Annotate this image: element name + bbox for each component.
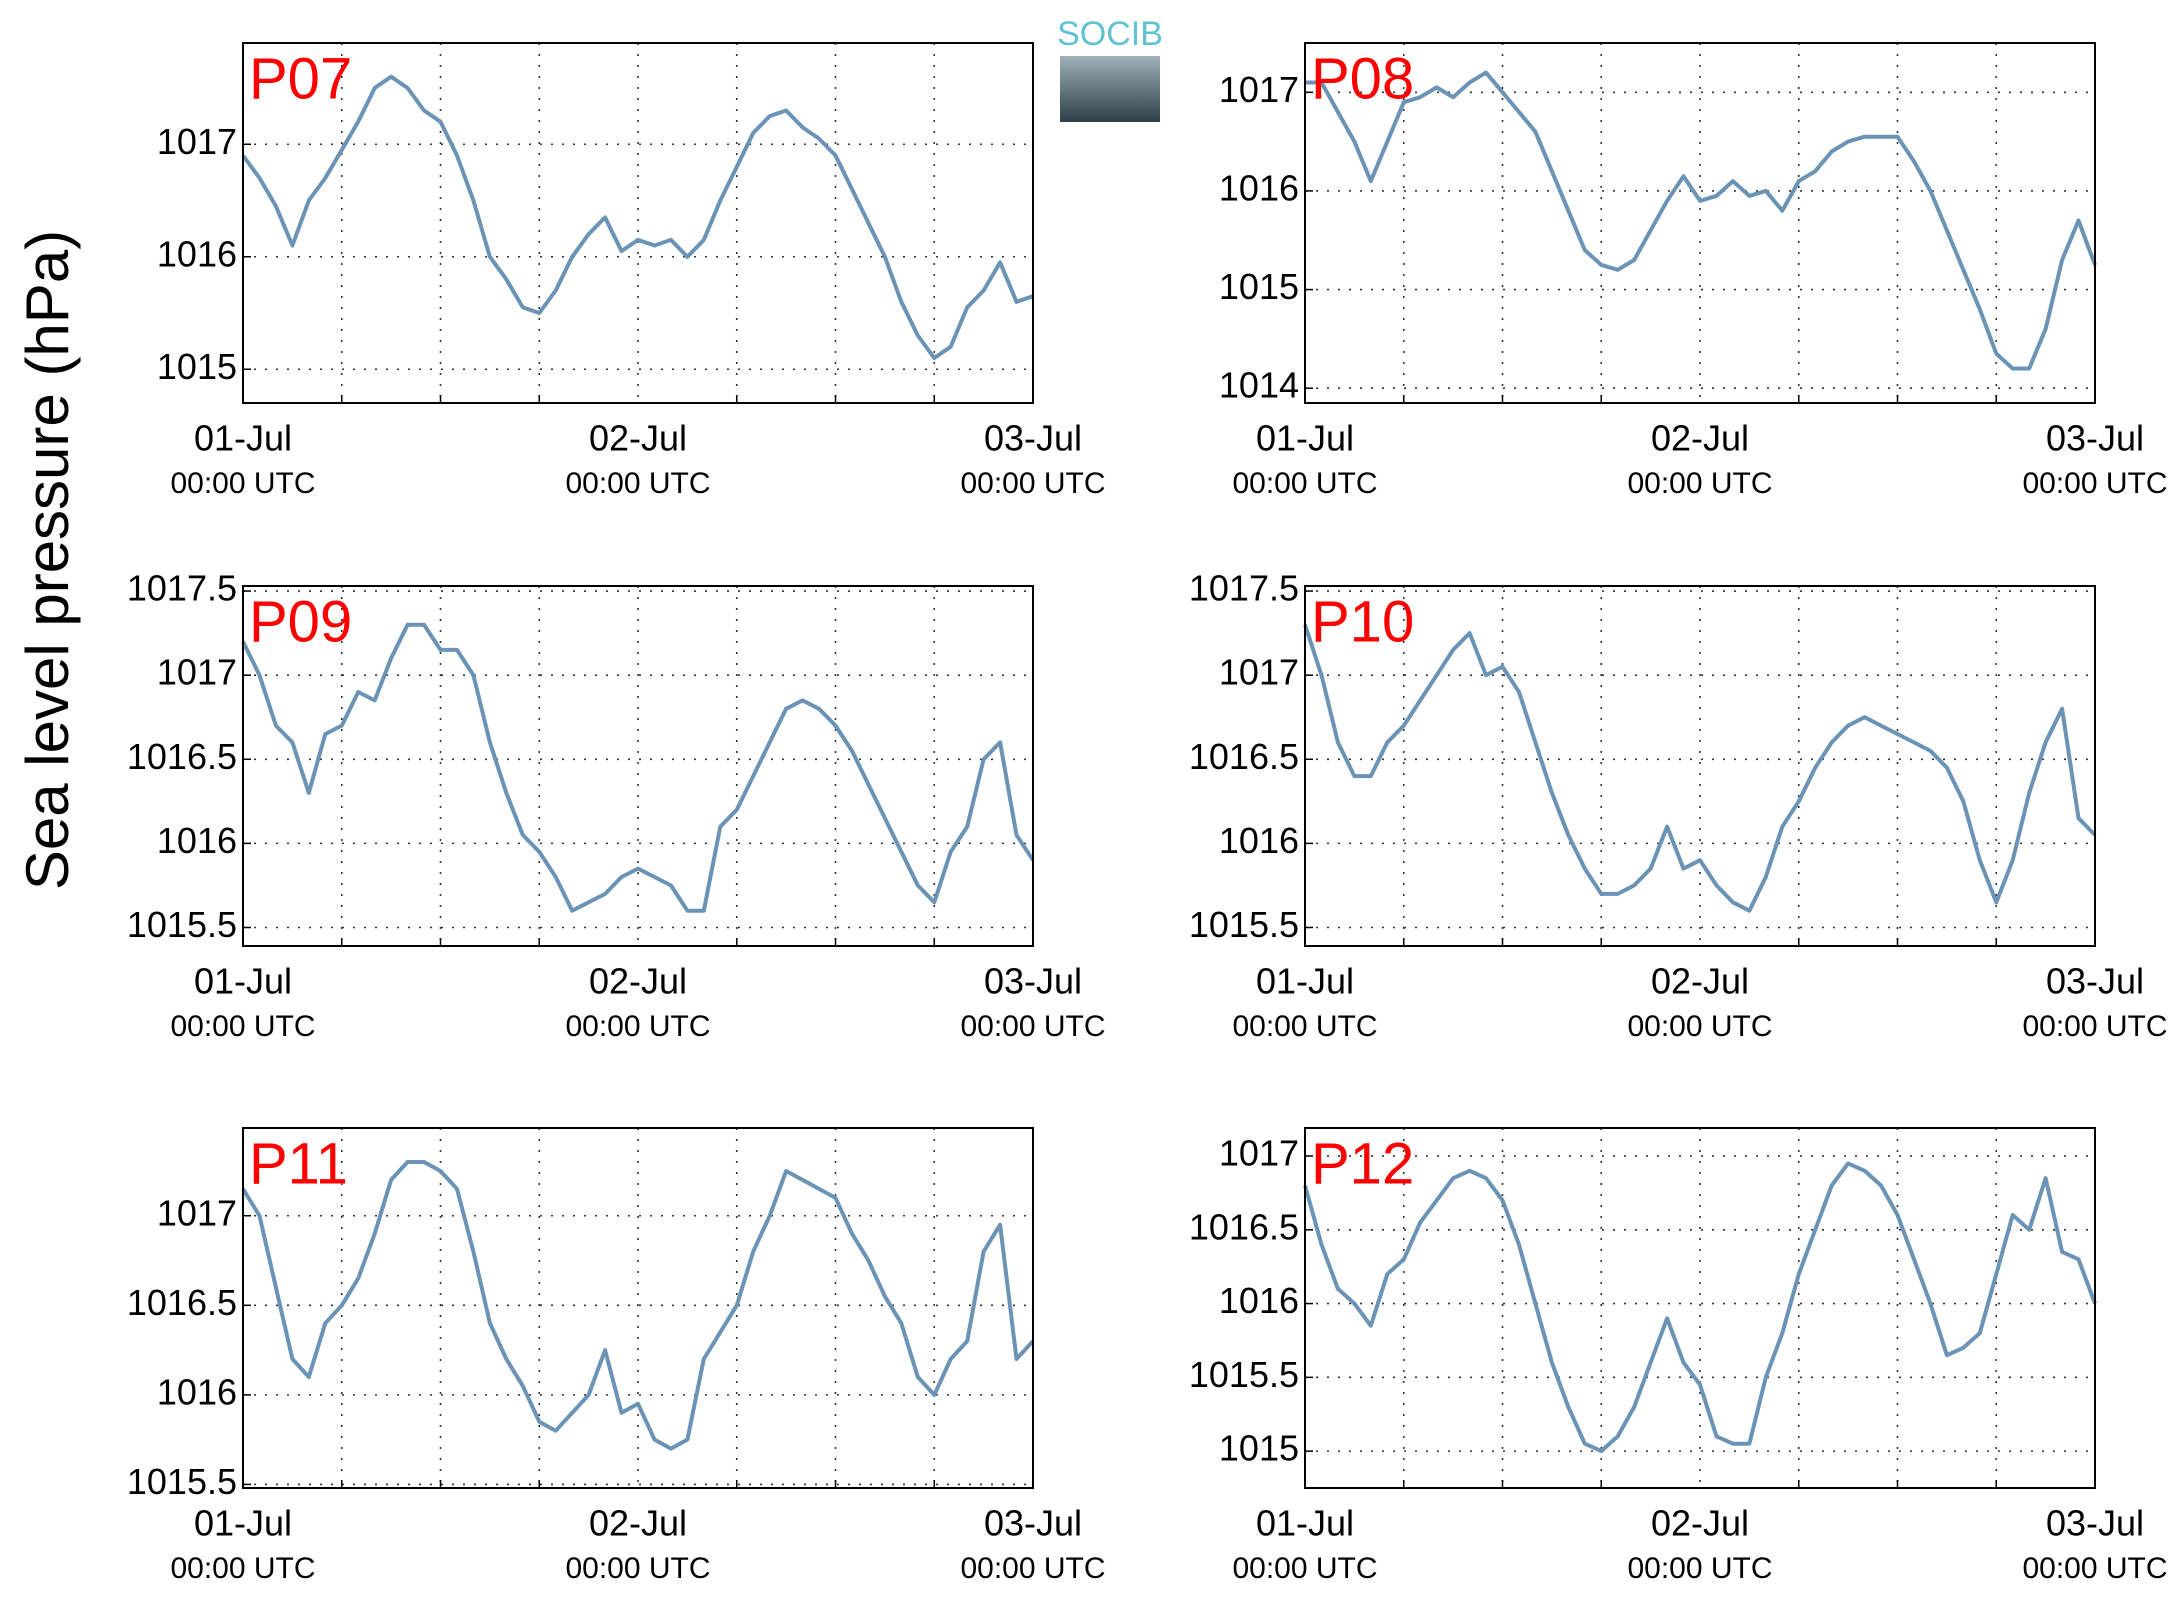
x-tick-sublabel: 00:00 UTC xyxy=(565,1010,710,1043)
x-tick-sublabel: 00:00 UTC xyxy=(2022,467,2167,500)
x-tick-sublabel: 00:00 UTC xyxy=(2022,1010,2167,1043)
y-tick-label: 1017.5 xyxy=(1189,568,1299,609)
logo-box xyxy=(1060,56,1160,122)
plot-frame xyxy=(1304,585,2096,947)
x-tick-sublabel: 00:00 UTC xyxy=(170,1010,315,1043)
x-tick-sublabel: 00:00 UTC xyxy=(1232,1010,1377,1043)
x-tick-label: 01-Jul xyxy=(194,961,292,1002)
y-tick-label: 1016.5 xyxy=(127,1282,237,1323)
x-tick-sublabel: 00:00 UTC xyxy=(960,1010,1105,1043)
y-tick-label: 1016 xyxy=(1219,1280,1299,1321)
x-tick-sublabel: 00:00 UTC xyxy=(1627,1010,1772,1043)
x-tick-label: 02-Jul xyxy=(589,1503,687,1544)
y-tick-label: 1014 xyxy=(1219,365,1299,406)
y-tick-label: 1016.5 xyxy=(1189,736,1299,777)
subplot-title: P08 xyxy=(1311,46,1414,111)
y-tick-label: 1016 xyxy=(1219,167,1299,208)
x-tick-label: 03-Jul xyxy=(984,1503,1082,1544)
plot-frame xyxy=(242,42,1034,404)
logo-text: SOCIB xyxy=(1057,15,1163,53)
x-tick-label: 03-Jul xyxy=(2046,1503,2144,1544)
y-axis-label: Sea level pressure (hPa) xyxy=(14,230,81,890)
subplot-title: P10 xyxy=(1311,589,1414,654)
subplot-title: P09 xyxy=(249,589,352,654)
plot-area xyxy=(1305,586,2095,946)
x-tick-label: 01-Jul xyxy=(194,1503,292,1544)
subplot-title: P11 xyxy=(249,1131,348,1196)
x-tick-label: 03-Jul xyxy=(984,961,1082,1002)
data-line xyxy=(1303,624,2097,913)
x-tick-label: 02-Jul xyxy=(1651,961,1749,1002)
x-tick-sublabel: 00:00 UTC xyxy=(1627,467,1772,500)
y-tick-label: 1017.5 xyxy=(127,568,237,609)
y-tick-label: 1016 xyxy=(157,1371,237,1412)
y-tick-label: 1015 xyxy=(1219,266,1299,307)
subplot: 1015.5 1016 1016.5 1017 1017.5 01-Jul 00:00 UT… xyxy=(1189,568,2168,1043)
x-tick-sublabel: 00:00 UTC xyxy=(960,467,1105,500)
x-tick-sublabel: 00:00 UTC xyxy=(565,1552,710,1585)
plot-frame xyxy=(1304,42,2096,404)
subplot-title: P12 xyxy=(1311,1131,1414,1196)
subplot: 1015 1015.5 1016 1016.5 1017 01-Jul 00:00 UTC 0… xyxy=(1189,1127,2168,1585)
data-line xyxy=(1303,1161,2097,1454)
x-tick-sublabel: 00:00 UTC xyxy=(960,1552,1105,1585)
x-tick-label: 02-Jul xyxy=(1651,418,1749,459)
plot-area xyxy=(243,1128,1033,1488)
y-tick-label: 1016.5 xyxy=(127,736,237,777)
x-tick-label: 02-Jul xyxy=(589,418,687,459)
subplot: 1015.5 1016 1016.5 1017 01-Jul 00:00 UTC 02-Ju… xyxy=(127,1127,1106,1585)
y-tick-label: 1015.5 xyxy=(127,904,237,945)
plot-frame xyxy=(242,585,1034,947)
x-tick-label: 02-Jul xyxy=(1651,1503,1749,1544)
subplot-title: P07 xyxy=(249,46,352,111)
y-tick-label: 1017 xyxy=(1219,652,1299,693)
data-line xyxy=(241,1160,1035,1451)
y-tick-label: 1017 xyxy=(1219,69,1299,110)
plot-area xyxy=(243,586,1033,946)
x-tick-label: 01-Jul xyxy=(1256,961,1354,1002)
x-tick-sublabel: 00:00 UTC xyxy=(170,1552,315,1585)
y-tick-label: 1016 xyxy=(1219,820,1299,861)
data-line xyxy=(1305,70,2097,371)
x-tick-label: 03-Jul xyxy=(984,418,1082,459)
data-line xyxy=(241,74,1034,360)
x-tick-sublabel: 00:00 UTC xyxy=(2022,1552,2167,1585)
y-tick-label: 1017 xyxy=(157,121,237,162)
plot-area xyxy=(243,43,1033,403)
y-tick-label: 1015 xyxy=(157,346,237,387)
y-tick-label: 1015.5 xyxy=(1189,1354,1299,1395)
y-tick-label: 1015.5 xyxy=(1189,904,1299,945)
x-tick-sublabel: 00:00 UTC xyxy=(565,467,710,500)
y-tick-label: 1016 xyxy=(157,233,237,274)
x-tick-label: 03-Jul xyxy=(2046,418,2144,459)
subplot: 1014 1015 1016 1017 01-Jul 00:00 UTC 02-Jul 00:… xyxy=(1219,42,2168,500)
plot-area xyxy=(1305,1128,2095,1488)
plot-frame xyxy=(242,1127,1034,1489)
data-line xyxy=(241,622,1035,913)
y-tick-label: 1016 xyxy=(157,820,237,861)
subplot: 1015 1016 1017 01-Jul 00:00 UTC 02-Jul 00:00 U… xyxy=(157,42,1106,500)
subplot: 1015.5 1016 1016.5 1017 1017.5 01-Jul 00:00 UT… xyxy=(127,568,1106,1043)
x-tick-sublabel: 00:00 UTC xyxy=(1232,467,1377,500)
x-tick-label: 01-Jul xyxy=(194,418,292,459)
y-tick-label: 1015 xyxy=(1219,1428,1299,1469)
y-tick-label: 1017 xyxy=(157,652,237,693)
x-tick-label: 01-Jul xyxy=(1256,418,1354,459)
y-tick-label: 1015.5 xyxy=(127,1461,237,1502)
x-tick-sublabel: 00:00 UTC xyxy=(170,467,315,500)
y-tick-label: 1017 xyxy=(1219,1133,1299,1174)
y-tick-label: 1016.5 xyxy=(1189,1206,1299,1247)
logo: SOCIB xyxy=(1057,15,1163,122)
x-tick-label: 01-Jul xyxy=(1256,1503,1354,1544)
x-tick-sublabel: 00:00 UTC xyxy=(1232,1552,1377,1585)
plot-area xyxy=(1305,43,2095,403)
y-tick-label: 1017 xyxy=(157,1192,237,1233)
x-tick-label: 03-Jul xyxy=(2046,961,2144,1002)
x-tick-sublabel: 00:00 UTC xyxy=(1627,1552,1772,1585)
plot-frame xyxy=(1304,1127,2096,1489)
x-tick-label: 02-Jul xyxy=(589,961,687,1002)
